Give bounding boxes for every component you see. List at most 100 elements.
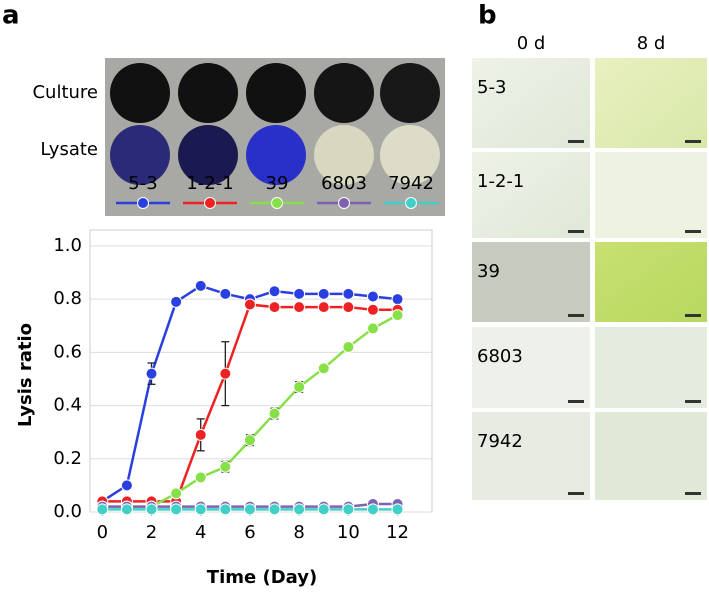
y-axis-label: Lysis ratio — [15, 323, 36, 427]
series-line — [101, 284, 398, 503]
point — [391, 293, 404, 306]
micrograph — [472, 327, 590, 408]
point — [145, 503, 158, 516]
legend-label: 5-3 — [128, 173, 157, 194]
point — [391, 309, 404, 322]
plot-frame — [89, 229, 433, 513]
point — [194, 428, 207, 441]
row-label: 1-2-1 — [477, 171, 524, 192]
point — [293, 380, 306, 393]
x-tick-label: 6 — [244, 522, 255, 543]
scale-bar — [568, 314, 584, 317]
row-label: 6803 — [477, 346, 523, 367]
point — [317, 362, 330, 375]
legend-label: 7942 — [388, 173, 434, 194]
point — [293, 503, 306, 516]
x-tick-label: 2 — [146, 522, 157, 543]
point — [219, 503, 232, 516]
point — [342, 301, 355, 314]
point — [170, 295, 183, 308]
x-tick-label: 10 — [337, 522, 360, 543]
point — [194, 279, 207, 292]
point — [96, 503, 109, 516]
scale-bar — [685, 140, 701, 143]
legend-label: 39 — [266, 173, 289, 194]
scale-bar — [568, 492, 584, 495]
plate-row-label: Lysate — [40, 139, 98, 160]
panel-label: b — [478, 1, 497, 31]
point — [194, 471, 207, 484]
point — [366, 303, 379, 316]
point — [366, 290, 379, 303]
point — [170, 503, 183, 516]
point — [219, 460, 232, 473]
point — [145, 367, 158, 380]
legend-marker — [271, 197, 283, 209]
legend-label: 1-2-1 — [186, 173, 233, 194]
scale-bar — [568, 400, 584, 403]
micrograph — [595, 242, 707, 322]
legend-label: 6803 — [321, 173, 367, 194]
x-tick-label: 8 — [293, 522, 304, 543]
micrograph — [472, 242, 590, 322]
y-tick-label: 0.0 — [53, 501, 82, 522]
point — [366, 322, 379, 335]
scale-bar — [685, 400, 701, 403]
point — [219, 367, 232, 380]
scale-bar — [685, 230, 701, 233]
point — [366, 503, 379, 516]
point — [120, 479, 133, 492]
point — [268, 301, 281, 314]
scale-bar — [685, 492, 701, 495]
micrograph — [595, 152, 707, 238]
row-label: 5-3 — [477, 77, 506, 98]
point — [342, 287, 355, 300]
micrograph — [472, 412, 590, 500]
x-axis-label: Time (Day) — [207, 567, 317, 588]
x-tick-label: 0 — [97, 522, 108, 543]
point — [391, 503, 404, 516]
point — [243, 298, 256, 311]
point — [342, 503, 355, 516]
scale-bar — [685, 314, 701, 317]
point — [293, 287, 306, 300]
x-tick-label: 4 — [195, 522, 206, 543]
point — [194, 503, 207, 516]
point — [219, 287, 232, 300]
point — [243, 503, 256, 516]
point — [243, 434, 256, 447]
point — [120, 503, 133, 516]
legend-marker — [137, 197, 149, 209]
row-label: 7942 — [477, 431, 523, 452]
point — [342, 341, 355, 354]
scale-bar — [568, 140, 584, 143]
point — [317, 301, 330, 314]
series-line — [102, 303, 398, 503]
y-tick-label: 0.2 — [53, 448, 82, 469]
y-tick-label: 1.0 — [53, 235, 82, 256]
x-tick-label: 12 — [386, 522, 409, 543]
y-tick-label: 0.8 — [53, 288, 82, 309]
plate-row-label: Culture — [32, 82, 98, 103]
legend-marker — [405, 197, 417, 209]
row-label: 39 — [477, 261, 500, 282]
point — [268, 407, 281, 420]
point — [170, 487, 183, 500]
y-tick-label: 0.4 — [53, 395, 82, 416]
panel-label: a — [2, 1, 20, 31]
column-header: 8 d — [637, 33, 666, 54]
point — [268, 503, 281, 516]
scale-bar — [568, 230, 584, 233]
micrograph — [595, 327, 707, 408]
column-header: 0 d — [517, 33, 546, 54]
y-tick-label: 0.6 — [53, 341, 82, 362]
point — [268, 285, 281, 298]
point — [293, 301, 306, 314]
wells — [110, 63, 440, 185]
point — [317, 503, 330, 516]
micrograph — [595, 412, 707, 500]
micrograph — [595, 58, 707, 148]
legend-marker — [338, 197, 350, 209]
micrograph — [472, 58, 590, 148]
